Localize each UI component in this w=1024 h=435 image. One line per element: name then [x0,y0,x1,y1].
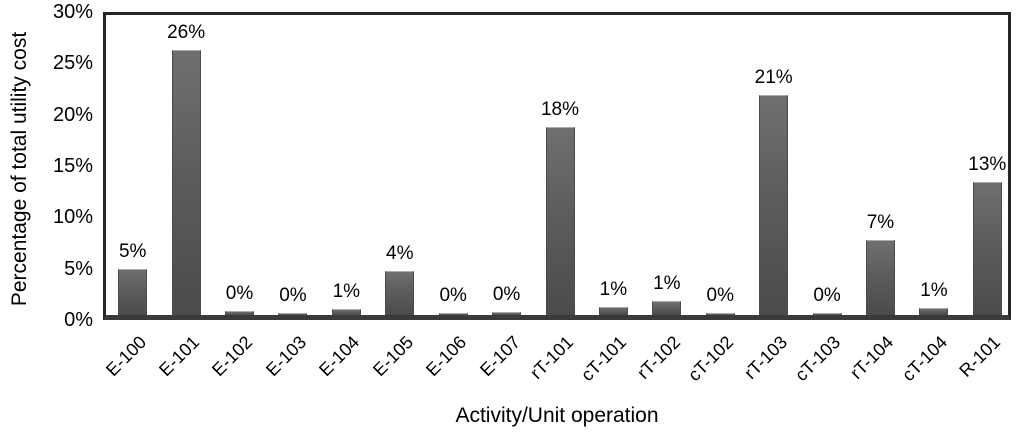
x-tick-label: E-105 [368,332,417,381]
bar-R-101 [972,181,1002,315]
bar-value-label: 1% [920,279,948,301]
bar-rT-103 [759,95,789,315]
y-tick-label: 0% [64,309,93,331]
x-tick-label: E-100 [101,332,150,381]
x-tick-label: E-103 [261,332,311,381]
x-tick-label: rT-101 [526,332,578,383]
x-tick-label: E-102 [208,332,257,381]
bar-value-label: 21% [754,67,793,89]
bar-E-103 [278,313,308,315]
bar-value-label: 4% [386,242,414,264]
x-tick-label: rT-102 [633,332,684,383]
x-tick-label: E-106 [422,332,471,381]
bar-E-100 [118,268,148,315]
bar-E-107 [492,312,522,315]
bar-E-105 [385,270,415,315]
bar-value-label: 1% [599,278,628,300]
bar-E-106 [438,313,468,315]
bar-rT-104 [865,240,895,315]
bar-value-label: 0% [492,284,521,306]
x-tick-label: cT-103 [791,332,845,386]
x-tick-label: rT-104 [846,332,898,383]
bar-value-label: 1% [653,272,681,294]
x-tick-label: cT-102 [684,332,738,386]
bar-cT-102 [705,313,735,315]
bar-value-label: 18% [540,99,580,121]
x-tick-label: cT-101 [577,332,631,386]
bar-value-label: 26% [167,22,206,44]
bar-value-label: 1% [332,280,361,302]
x-tick-label: E-107 [475,332,524,381]
bar-cT-104 [919,307,949,315]
bar-E-102 [225,311,255,315]
bar-rT-101 [545,127,575,315]
plot-area: 5% 26% 0% 0% 1% 4% 0% 0% 18% 1% 1% 0% 21% 0% 7% 1% 13% [103,12,1011,320]
bar-value-label: 0% [439,285,467,307]
bar-value-label: 5% [118,240,147,262]
bar-value-label: 0% [706,285,734,307]
bar-E-104 [331,308,361,315]
x-axis-title: Activity/Unit operation [455,404,659,427]
bar-cT-103 [812,313,842,315]
x-tick-label: R-101 [955,332,1005,381]
x-tick-label: rT-103 [739,332,791,383]
x-tick-label: E-101 [155,332,204,381]
y-tick-label: 20% [52,103,93,126]
y-tick-label: 30% [52,1,93,23]
y-tick-label: 10% [52,206,93,229]
bar-value-label: 0% [225,283,254,305]
x-tick-label: E-104 [315,332,364,381]
bar-value-label: 0% [813,285,841,307]
bar-value-label: 0% [279,285,307,307]
bar-rT-102 [652,300,682,315]
y-tick-label: 15% [52,155,93,177]
y-tick-label: 25% [52,52,93,75]
bar-cT-101 [598,306,628,315]
bar-value-label: 7% [866,212,895,234]
x-tick-label: cT-104 [897,332,952,386]
bar-E-101 [171,50,201,315]
bar-value-label: 13% [968,153,1007,175]
y-tick-label: 5% [64,257,93,280]
